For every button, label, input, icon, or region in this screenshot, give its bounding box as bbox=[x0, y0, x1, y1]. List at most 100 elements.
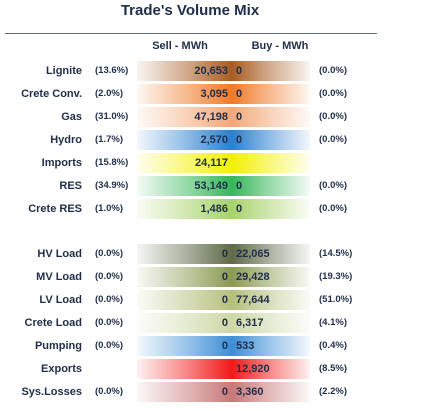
buy-value: 0 bbox=[236, 180, 243, 192]
sell-percent: (0.0%) bbox=[95, 294, 123, 305]
table-row: Sys.Losses (0.0%) 0 3,360 (2.2%) bbox=[0, 381, 429, 403]
sell-value: 0 bbox=[221, 317, 228, 329]
table-row: MV Load (0.0%) 0 29,428 (19.3%) bbox=[0, 266, 429, 288]
sell-percent: (0.0%) bbox=[95, 340, 123, 351]
row-label: Crete Conv. bbox=[21, 88, 82, 100]
row-label: HV Load bbox=[37, 248, 82, 260]
sell-percent: (0.0%) bbox=[95, 248, 123, 259]
buy-bar bbox=[232, 153, 310, 173]
title-divider bbox=[5, 33, 377, 34]
sell-bar bbox=[137, 130, 232, 150]
table-row: Hydro (1.7%) 2,570 0 (0.0%) bbox=[0, 129, 429, 151]
table-row: Crete RES (1.0%) 1,486 0 (0.0%) bbox=[0, 198, 429, 220]
buy-percent: (2.2%) bbox=[319, 386, 347, 397]
row-label: Gas bbox=[61, 111, 82, 123]
buy-bar bbox=[232, 267, 310, 287]
sell-bar bbox=[137, 199, 232, 219]
sell-bar bbox=[137, 61, 232, 81]
table-row: Crete Conv. (2.0%) 3,095 0 (0.0%) bbox=[0, 83, 429, 105]
buy-value: 0 bbox=[236, 134, 243, 146]
row-label: Crete RES bbox=[28, 203, 82, 215]
buy-value: 0 bbox=[236, 88, 243, 100]
row-label: Sys.Losses bbox=[21, 386, 82, 398]
sell-bar bbox=[137, 313, 232, 333]
buy-value: 3,360 bbox=[236, 386, 264, 398]
sell-value: 0 bbox=[221, 386, 228, 398]
row-label: Imports bbox=[41, 157, 82, 169]
sell-percent: (0.0%) bbox=[95, 317, 123, 328]
chart-title: Trade's Volume Mix bbox=[120, 2, 260, 19]
sell-percent: (13.6%) bbox=[95, 65, 129, 76]
row-label: RES bbox=[59, 180, 82, 192]
buy-bar bbox=[232, 61, 310, 81]
buy-bar bbox=[232, 244, 310, 264]
table-row: Lignite (13.6%) 20,653 0 (0.0%) bbox=[0, 60, 429, 82]
buy-percent: (51.0%) bbox=[319, 294, 353, 305]
row-label: Hydro bbox=[50, 134, 82, 146]
buy-bar bbox=[232, 313, 310, 333]
sell-bar bbox=[137, 267, 232, 287]
sell-bar bbox=[137, 359, 232, 379]
sell-bar bbox=[137, 176, 232, 196]
table-row: Gas (31.0%) 47,198 0 (0.0%) bbox=[0, 106, 429, 128]
sell-bar bbox=[137, 290, 232, 310]
table-row: Crete Load (0.0%) 0 6,317 (4.1%) bbox=[0, 312, 429, 334]
table-row: Pumping (0.0%) 0 533 (0.4%) bbox=[0, 335, 429, 357]
buy-bar bbox=[232, 382, 310, 402]
buy-percent: (0.0%) bbox=[319, 88, 347, 99]
sell-value: 0 bbox=[221, 340, 228, 352]
sell-percent: (34.9%) bbox=[95, 180, 129, 191]
table-row: HV Load (0.0%) 0 22,065 (14.5%) bbox=[0, 243, 429, 265]
sell-percent: (0.0%) bbox=[95, 271, 123, 282]
buy-value: 0 bbox=[236, 65, 243, 77]
buy-bar bbox=[232, 336, 310, 356]
row-label: Pumping bbox=[34, 340, 82, 352]
buy-bar bbox=[232, 84, 310, 104]
sell-value: 0 bbox=[221, 248, 228, 260]
buy-value: 77,644 bbox=[236, 294, 270, 306]
table-row: RES (34.9%) 53,149 0 (0.0%) bbox=[0, 175, 429, 197]
row-label: MV Load bbox=[36, 271, 82, 283]
table-row: Exports 12,920 (8.5%) bbox=[0, 358, 429, 380]
sell-percent: (15.8%) bbox=[95, 157, 129, 168]
buy-value: 533 bbox=[236, 340, 255, 352]
row-label: Lignite bbox=[45, 65, 82, 77]
buy-percent: (4.1%) bbox=[319, 317, 347, 328]
buy-percent: (0.0%) bbox=[319, 111, 347, 122]
buy-value: 12,920 bbox=[236, 363, 270, 375]
buy-bar bbox=[232, 107, 310, 127]
sell-bar bbox=[137, 84, 232, 104]
table-row: Imports (15.8%) 24,117 bbox=[0, 152, 429, 174]
buy-value: 6,317 bbox=[236, 317, 264, 329]
buy-value: 22,065 bbox=[236, 248, 270, 260]
table-row: LV Load (0.0%) 0 77,644 (51.0%) bbox=[0, 289, 429, 311]
buy-bar bbox=[232, 130, 310, 150]
sell-percent: (1.7%) bbox=[95, 134, 123, 145]
sell-value: 53,149 bbox=[194, 180, 228, 192]
sell-column-header: Sell - MWh bbox=[152, 40, 208, 52]
buy-value: 29,428 bbox=[236, 271, 270, 283]
buy-value: 0 bbox=[236, 111, 243, 123]
sell-value: 3,095 bbox=[200, 88, 228, 100]
buy-percent: (8.5%) bbox=[319, 363, 347, 374]
sell-value: 20,653 bbox=[194, 65, 228, 77]
row-label: LV Load bbox=[39, 294, 82, 306]
sell-percent: (1.0%) bbox=[95, 203, 123, 214]
buy-percent: (0.0%) bbox=[319, 203, 347, 214]
buy-bar bbox=[232, 176, 310, 196]
buy-bar bbox=[232, 290, 310, 310]
sell-bar bbox=[137, 336, 232, 356]
sell-value: 0 bbox=[221, 271, 228, 283]
sell-bar bbox=[137, 153, 232, 173]
buy-percent: (0.0%) bbox=[319, 180, 347, 191]
buy-bar bbox=[232, 199, 310, 219]
buy-percent: (0.0%) bbox=[319, 65, 347, 76]
sell-bar bbox=[137, 244, 232, 264]
buy-column-header: Buy - MWh bbox=[251, 40, 309, 52]
row-label: Exports bbox=[41, 363, 82, 375]
sell-bar bbox=[137, 107, 232, 127]
sell-bar bbox=[137, 382, 232, 402]
sell-value: 0 bbox=[221, 294, 228, 306]
row-label: Crete Load bbox=[24, 317, 82, 329]
buy-percent: (0.0%) bbox=[319, 134, 347, 145]
